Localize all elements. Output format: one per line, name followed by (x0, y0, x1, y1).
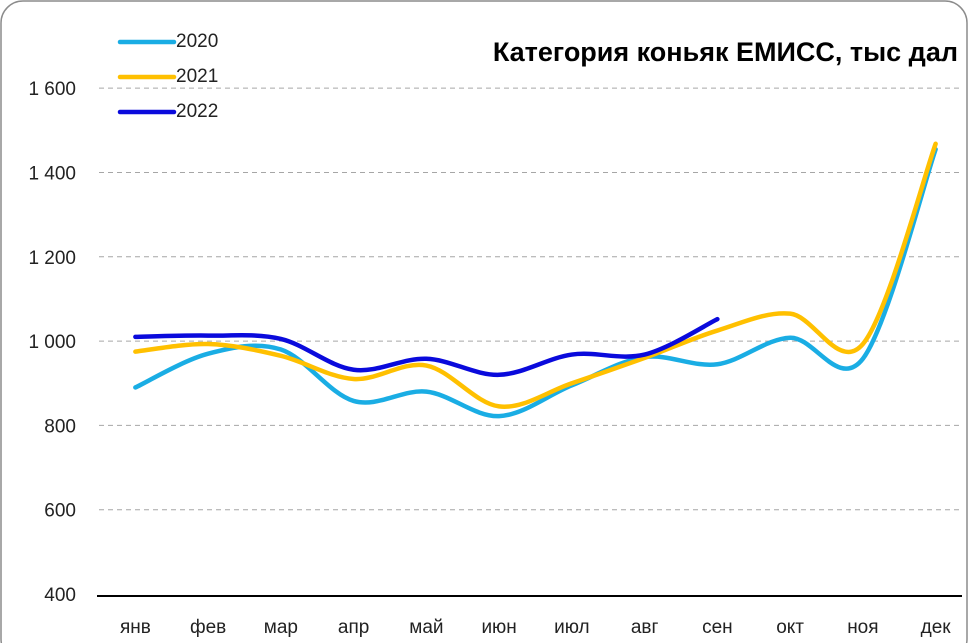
x-tick-label: сен (702, 617, 733, 638)
series-line (133, 147, 938, 419)
x-tick-label: янв (120, 617, 151, 638)
legend-label: 2021 (176, 66, 218, 87)
x-tick-label: авг (631, 617, 659, 638)
x-tick-label: июл (554, 617, 590, 638)
x-tick-label: окт (776, 617, 804, 638)
y-tick-label: 1 400 (28, 163, 76, 184)
x-tick-label: ноя (847, 617, 878, 638)
y-tick-label: 800 (44, 416, 76, 437)
y-tick-label: 400 (44, 585, 76, 606)
x-tick-label: дек (921, 617, 952, 638)
series-line (133, 141, 938, 409)
x-tick-label: фев (190, 617, 226, 638)
x-tick-label: мар (264, 617, 298, 638)
series-line (133, 316, 720, 378)
y-tick-label: 1 600 (28, 79, 76, 100)
y-tick-label: 1 200 (28, 248, 76, 269)
legend-label: 2020 (176, 31, 218, 52)
y-tick-label: 600 (44, 501, 76, 522)
legend-label: 2022 (176, 101, 218, 122)
x-tick-label: июн (481, 617, 516, 638)
x-tick-label: апр (338, 617, 369, 638)
chart-title: Категория коньяк ЕМИСС, тыс дал (493, 37, 958, 67)
y-tick-label: 1 000 (28, 332, 76, 353)
x-tick-label: май (409, 617, 443, 638)
